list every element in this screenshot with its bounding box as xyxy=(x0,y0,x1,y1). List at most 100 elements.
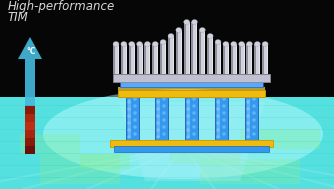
Bar xyxy=(139,44,143,74)
Ellipse shape xyxy=(133,111,137,115)
Bar xyxy=(225,44,229,74)
Bar xyxy=(173,36,174,74)
Bar xyxy=(25,121,35,130)
Polygon shape xyxy=(18,37,42,59)
Ellipse shape xyxy=(162,104,166,108)
Bar xyxy=(240,129,320,149)
Bar xyxy=(246,44,248,74)
Ellipse shape xyxy=(223,42,229,46)
Bar xyxy=(114,146,269,152)
Ellipse shape xyxy=(222,125,226,129)
Ellipse shape xyxy=(121,42,127,46)
Bar xyxy=(236,44,237,74)
Ellipse shape xyxy=(246,128,250,132)
Bar xyxy=(193,22,197,74)
Ellipse shape xyxy=(162,111,166,115)
Ellipse shape xyxy=(168,33,174,39)
Ellipse shape xyxy=(162,97,166,101)
Ellipse shape xyxy=(222,111,226,115)
Bar xyxy=(233,44,237,74)
Ellipse shape xyxy=(156,107,160,111)
Bar xyxy=(126,97,139,140)
Bar xyxy=(113,74,270,82)
Bar xyxy=(186,22,190,74)
Ellipse shape xyxy=(133,132,137,136)
Bar xyxy=(267,44,268,74)
Ellipse shape xyxy=(216,121,220,125)
Bar xyxy=(168,36,170,74)
Ellipse shape xyxy=(246,100,250,104)
Bar xyxy=(207,36,209,74)
Ellipse shape xyxy=(133,104,137,108)
Ellipse shape xyxy=(222,132,226,136)
Bar xyxy=(25,113,35,122)
Text: TIM: TIM xyxy=(8,11,29,24)
Ellipse shape xyxy=(246,42,253,46)
Ellipse shape xyxy=(160,40,166,44)
Bar xyxy=(155,97,168,140)
Ellipse shape xyxy=(113,42,119,46)
Bar xyxy=(120,82,263,87)
Bar xyxy=(248,44,253,74)
Ellipse shape xyxy=(246,135,250,139)
Bar xyxy=(170,36,174,74)
Ellipse shape xyxy=(216,128,220,132)
Bar xyxy=(189,22,190,74)
Bar xyxy=(187,99,190,138)
Ellipse shape xyxy=(133,97,137,101)
Bar xyxy=(217,99,220,138)
Ellipse shape xyxy=(127,114,131,118)
Ellipse shape xyxy=(137,42,143,46)
Bar xyxy=(160,42,162,74)
Ellipse shape xyxy=(184,19,190,25)
Ellipse shape xyxy=(192,104,196,108)
Ellipse shape xyxy=(192,97,196,101)
Bar xyxy=(178,30,182,74)
Bar xyxy=(110,140,273,147)
Bar xyxy=(154,44,158,74)
Ellipse shape xyxy=(252,97,256,101)
Bar xyxy=(215,97,228,140)
Ellipse shape xyxy=(252,111,256,115)
Ellipse shape xyxy=(186,114,190,118)
Bar xyxy=(201,30,205,74)
Ellipse shape xyxy=(222,97,226,101)
Ellipse shape xyxy=(254,42,260,46)
Bar xyxy=(223,44,225,74)
Ellipse shape xyxy=(186,100,190,104)
Bar xyxy=(144,44,146,74)
Ellipse shape xyxy=(156,121,160,125)
Text: °C: °C xyxy=(26,46,36,56)
Bar xyxy=(118,90,265,97)
Bar xyxy=(25,59,35,106)
Bar xyxy=(238,44,240,74)
Ellipse shape xyxy=(191,19,197,25)
Bar xyxy=(212,36,213,74)
Polygon shape xyxy=(0,97,334,189)
Bar xyxy=(185,97,198,140)
Bar xyxy=(196,22,197,74)
Bar xyxy=(165,42,166,74)
Bar xyxy=(25,129,35,138)
Bar xyxy=(157,44,158,74)
Ellipse shape xyxy=(156,135,160,139)
Bar xyxy=(220,42,221,74)
Ellipse shape xyxy=(216,114,220,118)
Bar xyxy=(176,30,178,74)
Ellipse shape xyxy=(129,42,135,46)
Ellipse shape xyxy=(156,114,160,118)
Bar xyxy=(228,44,229,74)
Ellipse shape xyxy=(186,121,190,125)
Bar xyxy=(128,99,131,138)
Ellipse shape xyxy=(216,107,220,111)
Bar xyxy=(243,44,244,74)
Ellipse shape xyxy=(222,104,226,108)
Bar xyxy=(129,44,131,74)
Bar xyxy=(146,44,150,74)
Ellipse shape xyxy=(186,128,190,132)
Ellipse shape xyxy=(186,135,190,139)
Bar xyxy=(157,99,160,138)
Ellipse shape xyxy=(43,89,323,179)
Bar xyxy=(204,30,205,74)
Bar xyxy=(262,44,264,74)
